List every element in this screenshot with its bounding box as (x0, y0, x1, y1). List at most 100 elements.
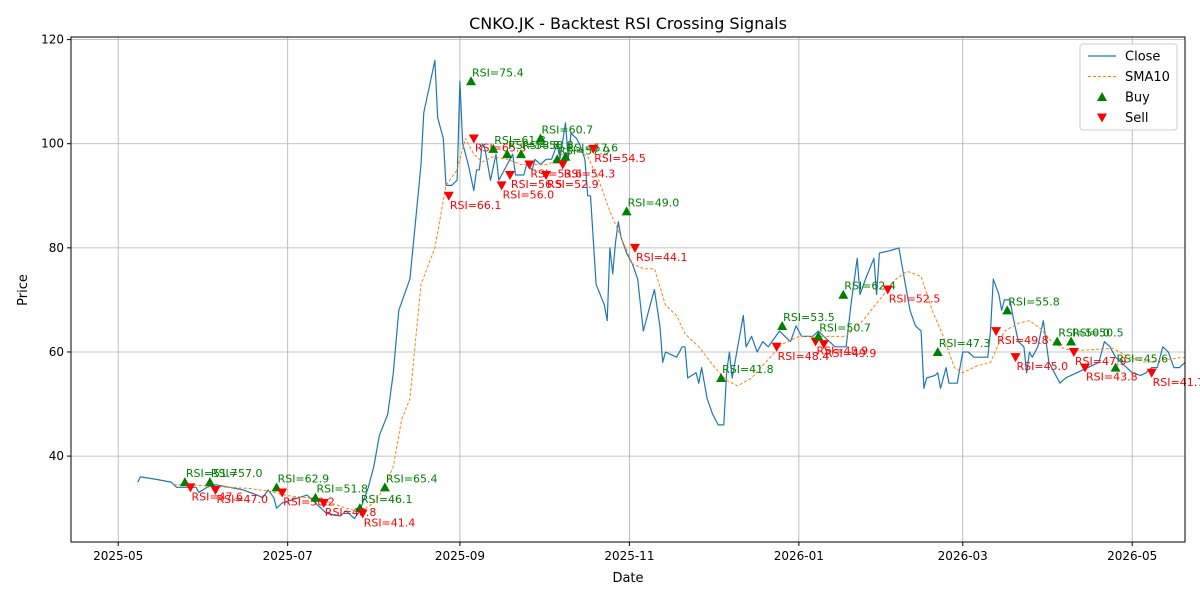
buy-signal-label: RSI=65.4 (386, 472, 438, 485)
sell-signal-marker (991, 327, 1002, 337)
buy-signal-marker (621, 206, 632, 216)
x-tick-label: 2025-11 (604, 549, 654, 563)
buy-signal-label: RSI=61.3 (494, 134, 546, 147)
x-tick-label: 2026-01 (774, 549, 824, 563)
legend-swatch-sell (1097, 113, 1107, 123)
legend-label-close: Close (1125, 50, 1160, 65)
series-layer (137, 59, 1186, 520)
sell-signal-label: RSI=52.5 (889, 293, 941, 306)
buy-signal-label: RSI=50.7 (819, 321, 871, 334)
x-tick-label: 2025-09 (435, 549, 485, 563)
buy-signal-label: RSI=62.9 (278, 472, 330, 485)
buy-signal-marker (716, 373, 727, 383)
buy-signal-marker (1066, 336, 1077, 346)
sell-signal-marker (185, 483, 196, 493)
buy-signal-label: RSI=53.5 (783, 311, 835, 324)
buy-signal-label: RSI=62.4 (844, 280, 896, 293)
sell-signal-marker (882, 285, 893, 295)
plot-frame (70, 36, 1186, 543)
sell-signal-marker (277, 488, 288, 498)
buy-signal-label: RSI=46.1 (361, 493, 413, 506)
sell-signal-marker (318, 498, 329, 508)
y-tick-label: 80 (49, 241, 64, 255)
sell-signal-marker (524, 160, 535, 170)
sell-signal-label: RSI=53.6 (530, 168, 582, 181)
sell-signal-label: RSI=48.4 (778, 350, 830, 363)
sell-signal-marker (357, 509, 368, 519)
buy-signal-label: RSI=60.7 (541, 124, 593, 137)
x-tick-label: 2025-07 (263, 549, 313, 563)
y-tick-label: 120 (41, 33, 64, 47)
chart-title: CNKO.JK - Backtest RSI Crossing Signals (469, 14, 787, 33)
legend-label-buy: Buy (1125, 91, 1150, 106)
sell-signal-label: RSI=56.0 (503, 188, 555, 201)
buy-signal-label: RSI=51.7 (186, 467, 238, 480)
sell-signal-label: RSI=49.8 (997, 334, 1049, 347)
buy-signal-marker (777, 320, 788, 330)
sell-signal-marker (504, 170, 515, 180)
signal-layer: RSI=51.7 RSI=47.6 RSI=57.0 RSI=47.0 RSI=62.9… (179, 66, 1200, 529)
sell-signal-marker (1010, 353, 1021, 363)
sell-signal-marker (629, 243, 640, 253)
sell-signal-label: RSI=52.9 (547, 178, 599, 191)
sell-signal-marker (496, 181, 507, 191)
sell-signal-label: RSI=56.5 (511, 178, 563, 191)
buy-signal-marker (502, 149, 513, 159)
buy-signal-marker (516, 149, 527, 159)
sell-signal-marker (1068, 347, 1079, 357)
x-tick-label: 2026-03 (938, 549, 988, 563)
sell-signal-label: RSI=54.5 (594, 152, 646, 165)
sell-signal-marker (771, 342, 782, 352)
buy-signal-label: RSI=50.0 (1058, 327, 1110, 340)
buy-signal-marker (535, 133, 546, 143)
buy-signal-marker (488, 143, 499, 153)
legend: Close SMA10 Buy Sell (1079, 43, 1178, 131)
sell-signal-label: RSI=48.9 (817, 345, 869, 358)
y-tick-label: 100 (41, 137, 64, 151)
x-axis-label: Date (612, 571, 643, 586)
buy-signal-label: RSI=55.8 (1008, 295, 1060, 308)
buy-signal-marker (932, 346, 943, 356)
buy-signal-marker (838, 289, 849, 299)
sell-signal-marker (1079, 363, 1090, 373)
sell-signal-marker (210, 485, 221, 495)
buy-signal-label: RSI=49.0 (628, 196, 680, 209)
sell-signal-label: RSI=41.7 (1153, 376, 1200, 389)
buy-signal-marker (466, 76, 477, 86)
y-tick-label: 60 (49, 345, 64, 359)
buy-signal-marker (204, 477, 215, 487)
buy-signal-marker (1110, 362, 1121, 372)
grid-lines (71, 37, 1185, 542)
legend-label-sma10: SMA10 (1125, 70, 1170, 85)
y-axis-label: Price (16, 274, 31, 306)
buy-signal-label: RSI=75.4 (472, 66, 524, 79)
buy-signal-marker (310, 492, 321, 502)
buy-signal-label: RSI=58.8 (508, 139, 560, 152)
sell-signal-label: RSI=47.0 (216, 493, 268, 506)
buy-signal-label: RSI=57.0 (211, 467, 263, 480)
legend-box (1079, 43, 1178, 131)
sell-signal-label: RSI=43.8 (1086, 371, 1138, 384)
sell-signal-marker (443, 191, 454, 201)
sell-signal-label: RSI=66.1 (450, 199, 502, 212)
sell-signal-label: RSI=65.3 (475, 142, 527, 155)
buy-signal-marker (1002, 305, 1013, 315)
buy-signal-marker (813, 331, 824, 341)
buy-signal-label: RSI=47.3 (939, 337, 991, 350)
buy-signal-label: RSI=57.9 (558, 144, 610, 157)
buy-signal-marker (560, 151, 571, 161)
sell-signal-label: RSI=47.6 (191, 490, 243, 503)
sell-signal-marker (1146, 368, 1157, 378)
sell-signal-marker (541, 170, 552, 180)
buy-signal-label: RSI=45.6 (1117, 353, 1169, 366)
buy-signal-label: RSI=41.8 (722, 363, 774, 376)
tick-layer: 2025-05 2025-07 2025-09 2025-11 2026-01 2026-… (41, 33, 1157, 563)
legend-swatch-buy (1097, 92, 1107, 101)
sell-signal-label: RSI=44.1 (636, 251, 688, 264)
buy-signal-label: RSI=58.8 (522, 139, 574, 152)
sell-signal-label: RSI=54.3 (564, 168, 616, 181)
buy-signal-label: RSI=51.8 (316, 483, 368, 496)
sell-signal-marker (818, 340, 829, 350)
